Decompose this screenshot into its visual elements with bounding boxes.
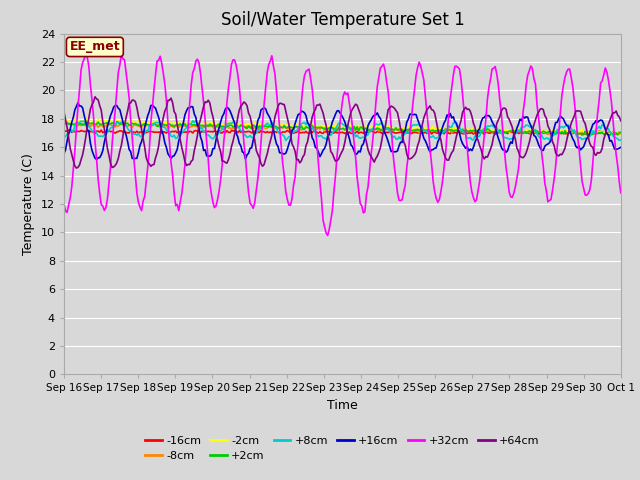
-2cm <box>130 120 138 126</box>
+2cm <box>255 123 263 129</box>
+2cm <box>228 122 236 128</box>
-8cm <box>255 123 263 129</box>
Legend: -16cm, -8cm, -2cm, +2cm, +8cm, +16cm, +32cm, +64cm: -16cm, -8cm, -2cm, +2cm, +8cm, +16cm, +3… <box>141 431 544 466</box>
-16cm <box>246 129 254 135</box>
-16cm <box>65 127 72 133</box>
Line: -2cm: -2cm <box>64 118 621 134</box>
+32cm <box>255 159 263 165</box>
+16cm <box>93 156 100 162</box>
+16cm <box>74 100 82 106</box>
+8cm <box>616 137 623 143</box>
+32cm <box>228 61 236 67</box>
-8cm <box>305 125 313 131</box>
-8cm <box>589 131 596 137</box>
-16cm <box>255 130 263 135</box>
+32cm <box>617 190 625 196</box>
Line: +32cm: +32cm <box>64 54 621 236</box>
Text: EE_met: EE_met <box>70 40 120 53</box>
+8cm <box>246 132 254 138</box>
-8cm <box>104 120 111 126</box>
Line: -16cm: -16cm <box>64 130 621 135</box>
-2cm <box>305 123 313 129</box>
+16cm <box>229 116 237 122</box>
+16cm <box>248 145 255 151</box>
+64cm <box>72 165 80 171</box>
+64cm <box>248 121 255 127</box>
+16cm <box>589 121 596 127</box>
+2cm <box>305 125 313 131</box>
-8cm <box>130 122 138 128</box>
-2cm <box>246 121 254 127</box>
+64cm <box>60 109 68 115</box>
+2cm <box>588 131 595 137</box>
+64cm <box>91 94 99 100</box>
+8cm <box>255 127 263 132</box>
-16cm <box>589 131 596 136</box>
-8cm <box>564 132 572 138</box>
-16cm <box>617 130 625 135</box>
+2cm <box>130 121 138 127</box>
Line: +8cm: +8cm <box>64 120 621 140</box>
X-axis label: Time: Time <box>327 399 358 412</box>
+16cm <box>60 151 68 156</box>
+32cm <box>82 51 90 57</box>
+2cm <box>246 125 254 131</box>
+8cm <box>228 120 236 126</box>
-2cm <box>82 115 90 121</box>
+32cm <box>130 155 138 161</box>
+32cm <box>60 202 68 207</box>
-2cm <box>228 120 236 126</box>
+8cm <box>305 124 313 130</box>
Y-axis label: Temperature (C): Temperature (C) <box>22 153 35 255</box>
+2cm <box>82 119 90 124</box>
-8cm <box>60 121 68 127</box>
-2cm <box>607 132 615 137</box>
-8cm <box>228 126 236 132</box>
+64cm <box>589 144 596 150</box>
+64cm <box>307 123 314 129</box>
+2cm <box>60 120 68 126</box>
-2cm <box>255 121 263 127</box>
-16cm <box>130 129 138 135</box>
+64cm <box>131 99 139 105</box>
Title: Soil/Water Temperature Set 1: Soil/Water Temperature Set 1 <box>221 11 464 29</box>
+16cm <box>307 126 314 132</box>
-2cm <box>60 118 68 123</box>
+16cm <box>131 156 139 161</box>
+8cm <box>129 129 136 135</box>
+64cm <box>229 138 237 144</box>
Line: +16cm: +16cm <box>64 103 621 159</box>
-16cm <box>60 128 68 133</box>
+64cm <box>257 161 265 167</box>
-2cm <box>617 130 625 135</box>
+16cm <box>257 107 265 113</box>
Line: +2cm: +2cm <box>64 121 621 136</box>
-8cm <box>617 131 625 136</box>
-16cm <box>305 130 313 136</box>
+32cm <box>589 159 596 165</box>
+16cm <box>617 144 625 150</box>
Line: +64cm: +64cm <box>64 97 621 168</box>
Line: -8cm: -8cm <box>64 123 621 135</box>
+64cm <box>617 118 625 124</box>
+2cm <box>605 133 612 139</box>
-16cm <box>578 132 586 138</box>
-2cm <box>588 129 595 135</box>
+2cm <box>617 130 625 135</box>
+32cm <box>246 201 254 206</box>
-16cm <box>228 128 236 133</box>
-8cm <box>246 124 254 130</box>
+8cm <box>60 133 68 139</box>
+8cm <box>192 118 200 123</box>
+8cm <box>617 137 625 143</box>
+32cm <box>305 66 313 72</box>
+8cm <box>588 132 595 138</box>
+32cm <box>324 233 332 239</box>
